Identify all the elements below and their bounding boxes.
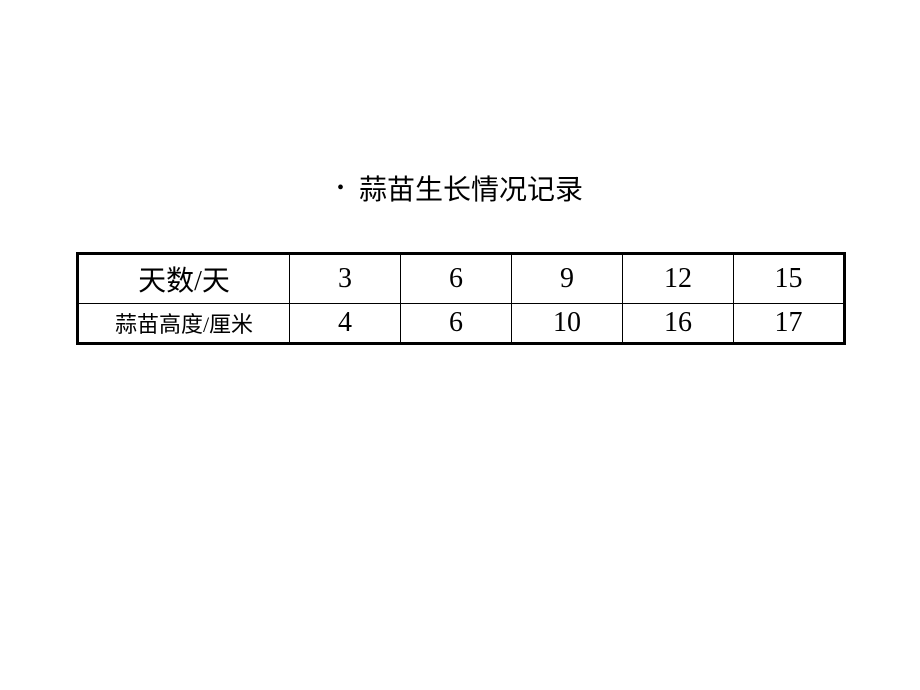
table-cell: 15 (734, 254, 845, 304)
growth-table: 天数/天 3 6 9 12 15 蒜苗高度/厘米 4 6 10 16 17 (76, 252, 846, 345)
title-text: 蒜苗生长情况记录 (359, 175, 583, 206)
table-cell: 17 (734, 304, 845, 344)
table-cell: 16 (623, 304, 734, 344)
table-row: 天数/天 3 6 9 12 15 (78, 254, 845, 304)
table-cell: 6 (401, 304, 512, 344)
row-header: 天数/天 (78, 254, 290, 304)
row-header: 蒜苗高度/厘米 (78, 304, 290, 344)
table-cell: 3 (290, 254, 401, 304)
table-cell: 9 (512, 254, 623, 304)
table-cell: 6 (401, 254, 512, 304)
table-cell: 10 (512, 304, 623, 344)
page-title: • 蒜苗生长情况记录 (0, 168, 920, 208)
table-cell: 12 (623, 254, 734, 304)
table-row: 蒜苗高度/厘米 4 6 10 16 17 (78, 304, 845, 344)
table-cell: 4 (290, 304, 401, 344)
bullet-icon: • (337, 177, 344, 200)
